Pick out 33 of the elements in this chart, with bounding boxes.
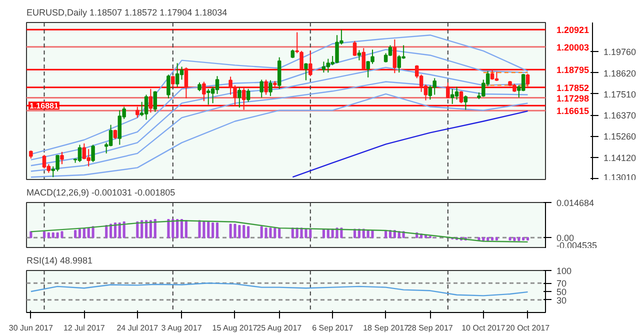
ref-line-label: 1.16881	[30, 102, 59, 111]
x-tick-label: 18 Sep 2017	[363, 324, 410, 332]
y-tick-label: 0.014684	[556, 198, 594, 208]
chart-title: MACD(12,26,9) -0.001031 -0.001805	[26, 188, 176, 198]
y-tick-label: 1.14120	[604, 153, 636, 164]
ref-line-label: 1.20003	[556, 42, 590, 52]
ref-line-label: 1.17298	[556, 93, 590, 104]
ref-line-label: 1.18795	[556, 65, 590, 76]
x-tick-label: 28 Sep 2017	[407, 324, 454, 332]
y-tick-label: 1.16370	[604, 110, 636, 121]
x-tick-label: 3 Aug 2017	[161, 324, 202, 332]
chart-title: RSI(14) 48.9981	[26, 256, 93, 266]
x-tick-label: 6 Sep 2017	[312, 324, 354, 332]
x-tick-label: 30 Jun 2017	[8, 324, 54, 332]
y-tick-label: 30	[556, 295, 567, 306]
y-tick-label: 0.00	[556, 233, 574, 244]
x-tick-label: 24 Jul 2017	[116, 324, 159, 332]
x-tick-label: 12 Jul 2017	[63, 324, 106, 332]
x-tick-label: 20 Oct 2017	[506, 324, 550, 332]
x-tick-label: 10 Oct 2017	[462, 324, 506, 332]
x-tick-label: 15 Aug 2017	[212, 324, 258, 332]
x-tick-label: 25 Aug 2017	[256, 324, 302, 332]
ref-line-label: 1.16615	[556, 106, 590, 116]
y-tick-label: 1.17510	[604, 89, 636, 100]
y-tick-label: 50	[556, 287, 567, 297]
ref-line-label: 1.17852	[556, 82, 590, 93]
y-tick-label: 70	[556, 278, 567, 289]
y-tick-label: 1.15260	[604, 132, 636, 142]
chart-title: EURUSD,Daily 1.18507 1.18572 1.17904 1.18034	[26, 8, 228, 18]
y-tick-label: 1.18620	[604, 68, 636, 78]
y-tick-label: 100	[556, 266, 572, 276]
ref-line-label: 1.20921	[556, 25, 590, 36]
y-tick-label: 1.19760	[604, 46, 636, 57]
